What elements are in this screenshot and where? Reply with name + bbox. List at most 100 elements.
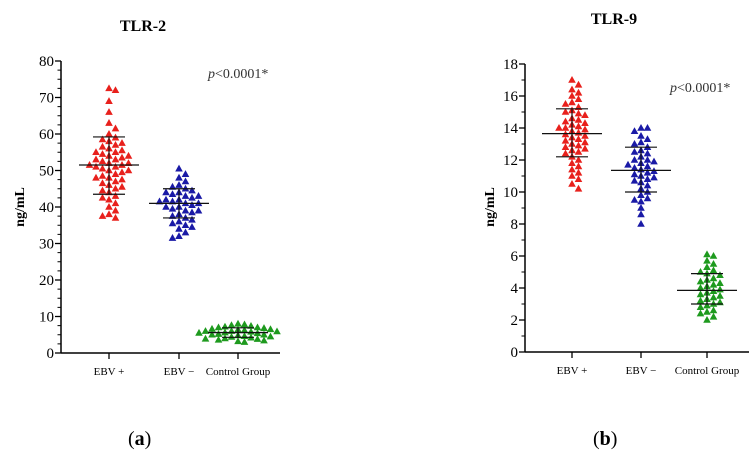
data-point — [221, 322, 229, 330]
data-point — [201, 334, 210, 342]
data-point — [561, 100, 570, 107]
data-point — [118, 146, 126, 154]
data-point — [111, 213, 120, 221]
data-point — [630, 170, 639, 178]
data-point — [195, 328, 203, 336]
data-point — [581, 144, 589, 152]
data-point — [162, 203, 170, 210]
data-point — [98, 157, 107, 165]
data-point — [716, 285, 724, 293]
y-tick-label: 0 — [47, 346, 55, 362]
data-point — [155, 197, 164, 205]
data-point — [98, 212, 107, 219]
data-point — [105, 195, 113, 203]
data-point — [168, 234, 177, 241]
data-point — [175, 173, 183, 181]
data-point — [105, 130, 113, 137]
data-point — [630, 156, 639, 163]
data-point — [643, 168, 652, 176]
data-point — [98, 171, 107, 179]
data-point — [574, 80, 583, 88]
data-point — [92, 162, 100, 170]
data-point — [273, 327, 281, 335]
data-point — [568, 76, 576, 83]
data-point — [574, 175, 583, 182]
data-point — [111, 124, 120, 132]
x-tick-label: Control Group — [206, 366, 271, 378]
data-point — [630, 176, 639, 184]
data-point — [111, 140, 120, 148]
y-axis-label: ng/mL — [483, 187, 498, 227]
data-point — [696, 296, 705, 304]
data-point — [581, 125, 589, 133]
data-point — [188, 201, 196, 208]
data-point — [568, 85, 576, 93]
data-point — [181, 228, 190, 236]
data-point — [709, 274, 718, 282]
data-point — [568, 98, 576, 106]
data-point — [574, 156, 583, 163]
y-tick-label: 12 — [503, 153, 518, 169]
data-point — [703, 250, 711, 258]
data-point — [709, 260, 718, 267]
data-point — [111, 148, 120, 156]
data-point — [260, 336, 268, 344]
data-point — [175, 224, 183, 232]
data-point — [181, 206, 190, 214]
data-point — [234, 337, 242, 345]
data-point — [208, 330, 216, 338]
data-point — [105, 108, 113, 115]
data-point — [703, 256, 711, 264]
data-point — [637, 138, 645, 146]
data-point — [561, 136, 570, 144]
data-point — [168, 204, 177, 212]
data-point — [253, 323, 262, 331]
data-point — [118, 153, 126, 161]
y-axis-label: ng/mL — [13, 187, 28, 227]
y-tick-label: 80 — [39, 54, 54, 70]
data-point — [574, 148, 583, 155]
data-point — [181, 170, 190, 177]
data-point — [643, 135, 652, 142]
data-point — [581, 119, 589, 126]
p-value-annotation: p<0.0001* — [669, 81, 730, 96]
data-point — [92, 173, 100, 181]
data-point — [630, 196, 639, 203]
data-point — [696, 309, 705, 317]
data-point — [105, 210, 113, 218]
data-point — [124, 159, 133, 166]
data-point — [709, 293, 718, 301]
data-point — [574, 122, 583, 130]
data-point — [630, 140, 639, 147]
data-point — [98, 135, 107, 143]
data-point — [175, 164, 183, 172]
data-point — [247, 321, 255, 329]
data-point — [643, 124, 652, 131]
data-point — [168, 182, 177, 190]
data-point — [111, 177, 120, 185]
data-point — [240, 326, 249, 334]
data-point — [168, 197, 177, 205]
y-tick-label: 30 — [39, 237, 54, 253]
data-point — [98, 164, 107, 172]
data-point — [260, 324, 268, 331]
data-point — [188, 208, 196, 216]
data-point — [181, 177, 190, 185]
data-point — [105, 119, 113, 126]
data-point — [162, 188, 170, 196]
data-point — [581, 138, 589, 146]
data-point — [98, 142, 107, 150]
data-point — [561, 117, 570, 125]
data-point — [266, 332, 275, 340]
data-point — [98, 193, 107, 201]
data-point — [568, 159, 576, 166]
data-point — [574, 95, 583, 102]
data-point — [188, 223, 196, 230]
data-point — [716, 279, 724, 286]
data-point — [696, 290, 705, 298]
data-point — [105, 84, 113, 92]
data-point — [188, 215, 196, 223]
data-point — [624, 160, 632, 168]
data-point — [208, 324, 216, 332]
